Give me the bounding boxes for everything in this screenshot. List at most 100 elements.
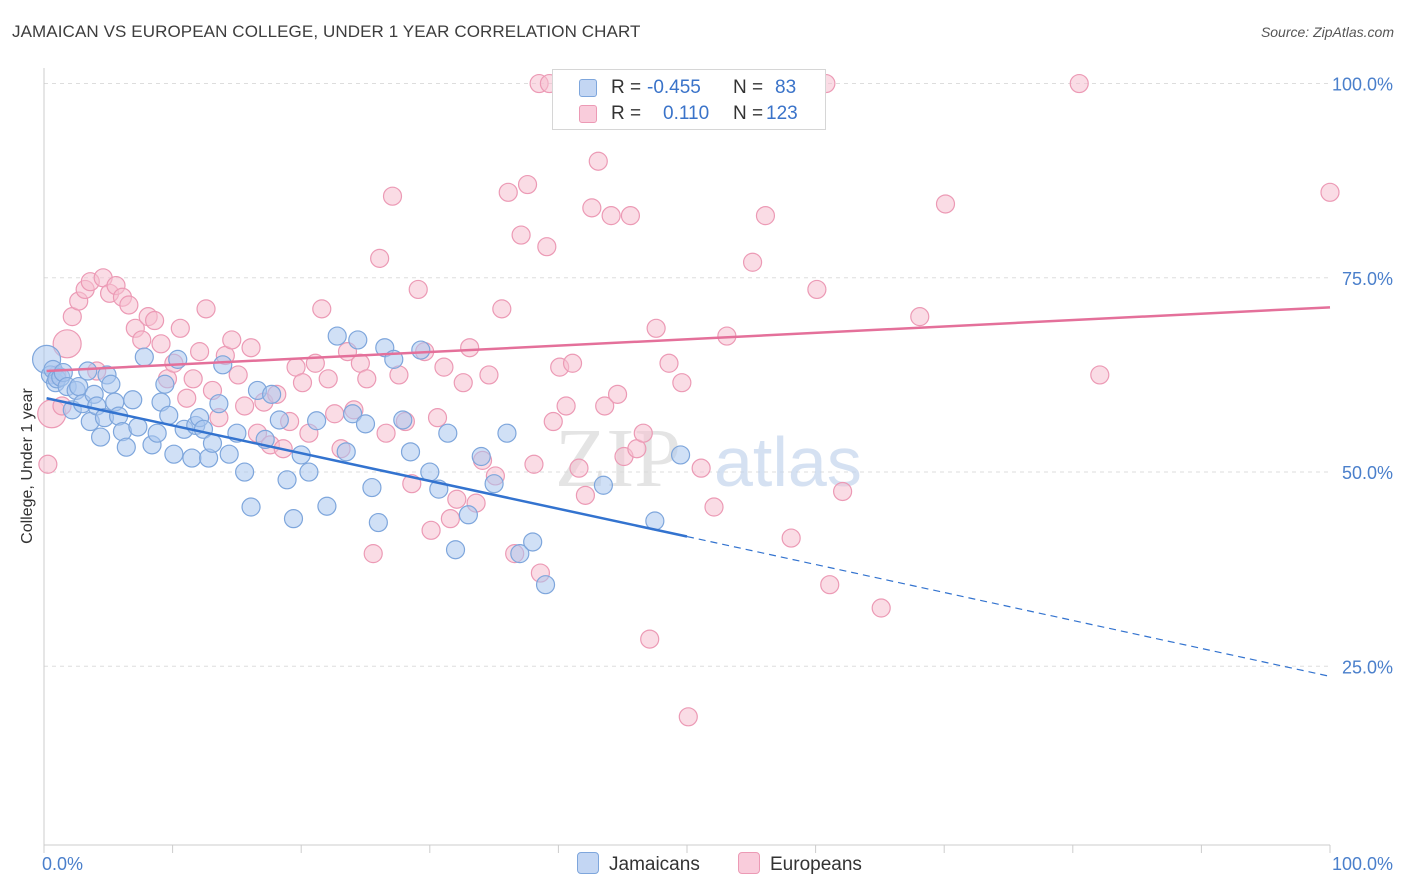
jamaicans-point-71: [438, 423, 458, 443]
europeans-point-99: [678, 707, 698, 727]
source-label: Source: ZipAtlas.com: [1260, 24, 1394, 40]
jamaicans-point-60: [348, 330, 368, 350]
y-tick-label-50: 50.0%: [1342, 463, 1393, 483]
jamaicans-point-40: [202, 433, 223, 453]
europeans-point-86: [582, 198, 602, 218]
europeans-point-51: [357, 369, 377, 389]
europeans-point-45: [318, 369, 338, 389]
europeans-point-62: [427, 408, 448, 428]
jamaicans-point-28: [147, 423, 167, 443]
europeans-point-85: [575, 485, 596, 505]
europeans-point-33: [241, 338, 261, 358]
europeans-point-55: [382, 186, 403, 206]
europeans-point-109: [871, 598, 891, 618]
r-label: R =: [611, 103, 642, 124]
jamaicans-point-46: [241, 497, 261, 517]
jamaicans-point-54: [299, 462, 319, 482]
legend-item-jamaicans[interactable]: Jamaicans: [577, 852, 700, 876]
jamaicans-point-68: [411, 340, 431, 360]
europeans-point-113: [1320, 182, 1340, 202]
jamaicans-point-73: [458, 505, 478, 525]
x-tick-label-max: 100.0%: [1332, 854, 1393, 874]
europeans-point-23: [177, 388, 197, 408]
europeans-point-94: [633, 423, 653, 443]
jamaicans-point-43: [219, 444, 239, 464]
jamaicans-point-82: [670, 445, 691, 465]
europeans-point-67: [460, 338, 480, 358]
europeans-point-107: [820, 575, 840, 595]
europeans-point-83: [562, 353, 583, 373]
europeans-point-101: [704, 497, 724, 517]
n-label: N =: [733, 103, 764, 124]
jamaicans-trend-line: [46, 397, 688, 538]
jamaicans-point-35: [182, 448, 202, 468]
y-axis-title: College, Under 1 year: [19, 388, 36, 544]
r-label: R =: [611, 77, 642, 98]
europeans-point-106: [807, 279, 827, 300]
europeans-point-111: [935, 194, 956, 214]
legend-label-jamaicans: Jamaicans: [609, 854, 700, 875]
jamaicans-point-62: [362, 477, 382, 498]
jamaicans-point-75: [484, 474, 504, 494]
europeans-point-97: [659, 353, 679, 373]
legend-swatch-europeans: [738, 852, 760, 874]
europeans-point-41: [292, 373, 313, 393]
europeans-point-24: [183, 369, 203, 389]
jamaicans-point-74: [471, 446, 491, 467]
jamaicans-point-32: [164, 444, 184, 464]
jamaicans-point-67: [400, 442, 421, 462]
europeans-point-112: [1090, 365, 1110, 385]
legend-label-europeans: Europeans: [770, 854, 862, 875]
europeans-point-31: [228, 365, 248, 385]
europeans-point-63: [434, 357, 454, 377]
r-value-jamaicans: -0.455: [647, 77, 701, 98]
jamaicans-point-25: [128, 417, 148, 437]
europeans-point-84: [569, 458, 589, 478]
trend-lines: [46, 306, 1331, 677]
europeans-point-100: [691, 458, 711, 478]
europeans-point-82: [556, 396, 576, 416]
jamaicans-swatch: [579, 79, 597, 97]
europeans-point-122: [1069, 73, 1089, 94]
jamaicans-point-24: [123, 390, 143, 410]
n-value-jamaicans: 83: [775, 77, 797, 98]
r-value-europeans: 0.110: [663, 103, 710, 124]
europeans-point-53: [370, 248, 390, 268]
jamaicans-point-77: [510, 544, 530, 564]
europeans-point-22: [170, 318, 190, 338]
europeans-point-103: [742, 252, 763, 272]
europeans-point-52: [363, 544, 383, 564]
jamaicans-point-79: [535, 575, 556, 595]
europeans-point-95: [640, 629, 660, 649]
europeans-swatch: [579, 105, 597, 123]
jamaicans-point-31: [159, 405, 179, 425]
chart-title: JAMAICAN VS EUROPEAN COLLEGE, UNDER 1 YE…: [12, 22, 641, 41]
europeans-point-90: [607, 384, 628, 404]
legend-item-europeans[interactable]: Europeans: [738, 852, 862, 876]
europeans-point-96: [646, 318, 666, 338]
europeans-point-0: [38, 454, 58, 474]
jamaicans-point-41: [209, 394, 229, 414]
europeans-point-72: [492, 299, 512, 319]
europeans-point-59: [408, 279, 428, 300]
jamaicans-points: [31, 326, 691, 595]
europeans-point-73: [498, 182, 518, 202]
europeans-point-64: [440, 509, 460, 529]
europeans-point-75: [511, 225, 531, 245]
jamaicans-point-58: [336, 442, 356, 462]
jamaicans-point-52: [283, 509, 304, 529]
europeans-point-66: [453, 373, 473, 393]
jamaicans-point-55: [307, 411, 327, 431]
europeans-point-76: [517, 174, 538, 195]
jamaicans-point-57: [327, 326, 347, 346]
europeans-point-105: [781, 528, 801, 548]
europeans-point-92: [620, 206, 641, 226]
europeans-point-25: [190, 342, 210, 362]
europeans-point-80: [543, 411, 563, 432]
jamaicans-point-23: [116, 437, 136, 457]
legend: Jamaicans Europeans: [0, 850, 1406, 878]
europeans-point-61: [421, 520, 441, 540]
jamaicans-point-50: [269, 410, 289, 430]
jamaicans-point-59: [343, 404, 363, 424]
